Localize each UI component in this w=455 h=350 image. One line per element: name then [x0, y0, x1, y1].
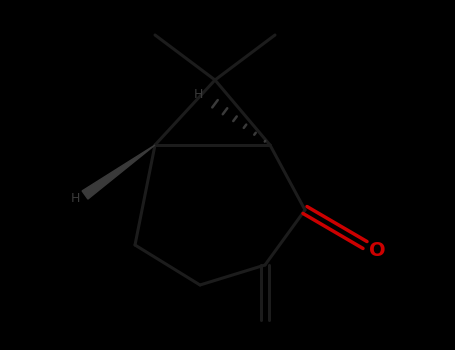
- Polygon shape: [82, 145, 155, 199]
- Text: H: H: [71, 191, 80, 204]
- Text: H: H: [193, 89, 202, 101]
- Text: O: O: [369, 240, 385, 259]
